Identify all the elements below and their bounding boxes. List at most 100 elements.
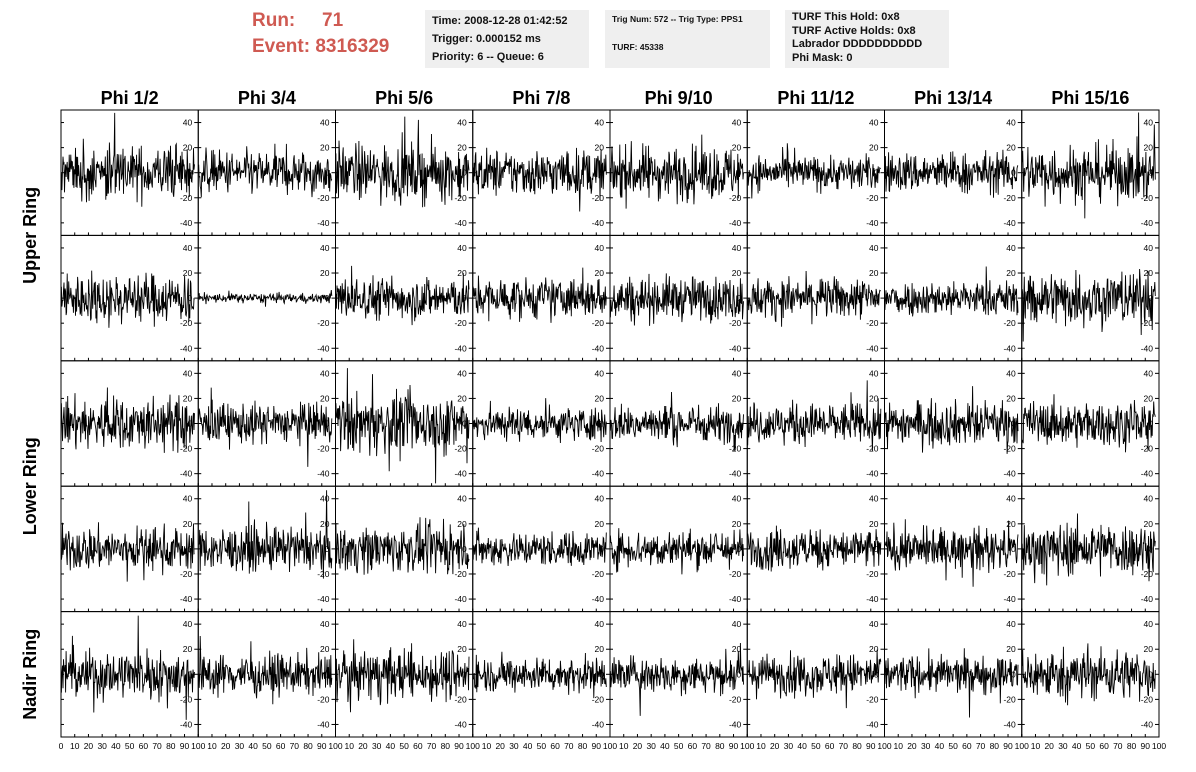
x-tick-label: 90: [1141, 741, 1151, 751]
y-tick-label: 0: [737, 669, 742, 679]
x-tick-label: 100: [328, 741, 342, 751]
waveform-trace: [609, 528, 744, 575]
y-tick-label: 20: [732, 268, 742, 278]
y-tick-label: -40: [1141, 719, 1154, 729]
y-tick-label: 20: [595, 268, 605, 278]
y-tick-label: -20: [454, 444, 467, 454]
waveform-trace: [1021, 513, 1156, 586]
x-tick-label: 80: [1127, 741, 1137, 751]
y-tick-label: -40: [1141, 594, 1154, 604]
y-tick-label: -20: [1141, 569, 1154, 579]
x-tick-label: 50: [811, 741, 821, 751]
column-header-1: Phi 1/2: [101, 88, 159, 108]
waveform-trace: [335, 368, 470, 484]
y-tick-label: -40: [1003, 218, 1016, 228]
y-tick-label: 20: [183, 393, 193, 403]
y-tick-label: -20: [1003, 318, 1016, 328]
event-label: Event:: [252, 36, 311, 57]
y-tick-label: 40: [732, 368, 742, 378]
x-tick-label: 60: [550, 741, 560, 751]
y-tick-label: -40: [729, 218, 742, 228]
run-label: Run:: [252, 10, 296, 31]
x-tick-label: 60: [825, 741, 835, 751]
waveform-trace: [472, 527, 607, 567]
x-tick-label: 40: [523, 741, 533, 751]
x-tick-label: 20: [84, 741, 94, 751]
x-tick-label: 50: [674, 741, 684, 751]
column-header-5: Phi 9/10: [645, 88, 713, 108]
x-tick-label: 10: [756, 741, 766, 751]
y-tick-label: -40: [592, 343, 605, 353]
y-tick-label: 20: [732, 519, 742, 529]
x-tick-label: 70: [839, 741, 849, 751]
column-header-8: Phi 15/16: [1051, 88, 1129, 108]
x-tick-label: 50: [262, 741, 272, 751]
y-tick-label: 0: [874, 293, 879, 303]
waveform-trace: [198, 635, 333, 705]
y-tick-label: 40: [595, 118, 605, 128]
y-tick-label: -20: [1141, 318, 1154, 328]
waveform-trace: [335, 517, 470, 575]
waveform-trace: [884, 386, 1019, 454]
y-tick-label: -20: [866, 569, 879, 579]
x-tick-label: 30: [97, 741, 107, 751]
waveform-trace: [472, 398, 607, 444]
y-tick-label: -40: [180, 469, 193, 479]
y-tick-label: 40: [1144, 619, 1154, 629]
waveform-trace: [60, 270, 195, 328]
run-value: 71: [322, 10, 344, 31]
y-tick-label: 20: [183, 268, 193, 278]
y-tick-label: -40: [729, 469, 742, 479]
y-tick-label: -20: [866, 318, 879, 328]
y-tick-label: -20: [592, 193, 605, 203]
y-tick-label: 0: [1148, 293, 1153, 303]
x-tick-label: 100: [740, 741, 754, 751]
waveform-trace: [60, 615, 195, 720]
waveform-trace: [747, 270, 881, 327]
x-tick-label: 30: [784, 741, 794, 751]
y-tick-label: 20: [869, 644, 879, 654]
y-tick-label: 40: [1144, 243, 1154, 253]
turf-info-box: TURF This Hold: 0x8 TURF Active Holds: 0…: [785, 10, 949, 68]
y-tick-label: -40: [317, 594, 330, 604]
y-tick-label: 40: [869, 619, 879, 629]
x-tick-label: 40: [386, 741, 396, 751]
y-tick-label: 40: [732, 243, 742, 253]
y-tick-label: 20: [320, 519, 330, 529]
y-tick-label: 20: [183, 519, 193, 529]
y-tick-label: -20: [592, 694, 605, 704]
y-tick-label: -20: [1141, 694, 1154, 704]
x-tick-label: 10: [893, 741, 903, 751]
x-tick-label: 100: [191, 741, 205, 751]
y-tick-label: 20: [457, 644, 467, 654]
x-tick-label: 10: [619, 741, 629, 751]
x-tick-label: 90: [729, 741, 739, 751]
y-tick-label: -40: [180, 719, 193, 729]
y-tick-label: -40: [180, 343, 193, 353]
y-tick-label: -40: [866, 218, 879, 228]
y-tick-label: 40: [1006, 368, 1016, 378]
y-tick-label: -40: [317, 469, 330, 479]
y-tick-label: -40: [1003, 719, 1016, 729]
y-tick-label: 20: [1006, 519, 1016, 529]
y-tick-label: -20: [180, 193, 193, 203]
y-tick-label: 20: [595, 644, 605, 654]
y-tick-label: -40: [454, 218, 467, 228]
x-tick-label: 20: [770, 741, 780, 751]
labrador-line: Labrador DDDDDDDDDD: [792, 38, 923, 50]
y-tick-label: 0: [1011, 168, 1016, 178]
y-tick-label: -40: [454, 343, 467, 353]
y-tick-label: -40: [1141, 218, 1154, 228]
waveform-trace: [60, 112, 195, 207]
y-tick-label: 20: [457, 268, 467, 278]
x-tick-label: 10: [1031, 741, 1041, 751]
y-tick-label: 40: [457, 368, 467, 378]
